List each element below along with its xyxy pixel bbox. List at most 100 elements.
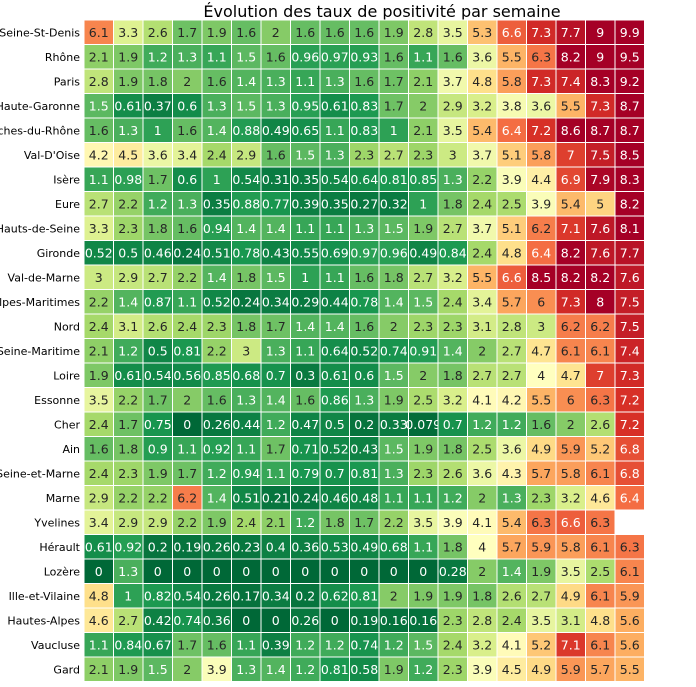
heatmap-cell xyxy=(201,264,232,290)
cell-value-label: 0.43 xyxy=(262,245,290,260)
cell-value-label: 1.3 xyxy=(325,147,345,162)
row-label: Vaucluse xyxy=(31,639,80,652)
cell-value-label: 1.9 xyxy=(118,49,138,64)
cell-value-label: 2.2 xyxy=(118,196,138,211)
cell-value-label: 1.7 xyxy=(148,172,168,187)
heatmap-cell xyxy=(614,534,645,560)
cell-value-label: 3 xyxy=(449,147,457,162)
cell-value-label: 1.2 xyxy=(148,196,168,211)
cell-value-label: 1.5 xyxy=(384,368,404,383)
cell-value-label: 2.7 xyxy=(148,270,168,285)
cell-value-label: 8.3 xyxy=(590,74,610,89)
heatmap-cell xyxy=(260,289,291,315)
cell-value-label: 1.6 xyxy=(89,441,109,456)
heatmap-cell xyxy=(290,240,321,266)
cell-value-label: 0.36 xyxy=(291,539,319,554)
heatmap-cell xyxy=(614,485,645,511)
cell-value-label: 6.1 xyxy=(590,539,610,554)
cell-value-label: 0.39 xyxy=(291,196,319,211)
cell-value-label: 2 xyxy=(183,74,191,89)
row-label: Hautes-Alpes xyxy=(7,614,80,627)
heatmap-cell xyxy=(408,509,439,535)
heatmap-cell xyxy=(290,656,321,682)
cell-value-label: 1.2 xyxy=(295,662,315,677)
cell-value-label: 0.6 xyxy=(354,368,374,383)
heatmap-cell xyxy=(172,44,203,70)
heatmap-cell xyxy=(526,93,557,119)
cell-value-label: 4.3 xyxy=(502,466,522,481)
cell-value-label: 8.6 xyxy=(561,123,581,138)
row-label: Yvelines xyxy=(33,516,80,529)
cell-value-label: 1.5 xyxy=(236,98,256,113)
cell-value-label: 9 xyxy=(596,49,604,64)
cell-value-label: 0.17 xyxy=(232,588,260,603)
cell-value-label: 0.64 xyxy=(321,343,349,358)
heatmap-cell xyxy=(113,509,144,535)
cell-value-label: 6.4 xyxy=(620,490,640,505)
cell-value-label: 1.6 xyxy=(207,392,227,407)
cell-value-label: 5.1 xyxy=(502,147,522,162)
heatmap-cell xyxy=(614,166,645,192)
cell-value-label: 0.97 xyxy=(350,245,378,260)
cell-value-label: 1.6 xyxy=(531,417,551,432)
cell-value-label: 1.6 xyxy=(325,25,345,40)
cell-value-label: 6.1 xyxy=(590,588,610,603)
cell-value-label: 0.3 xyxy=(295,368,315,383)
cell-value-label: 6.9 xyxy=(561,172,581,187)
row-label: Paris xyxy=(54,75,80,88)
cell-value-label: 4 xyxy=(478,539,486,554)
cell-value-label: 1.2 xyxy=(443,490,463,505)
heatmap-cell xyxy=(408,166,439,192)
cell-value-label: 0 xyxy=(154,564,162,579)
heatmap-cell xyxy=(437,387,468,413)
cell-value-label: 3.6 xyxy=(531,98,551,113)
cell-value-label: 0.85 xyxy=(203,368,231,383)
heatmap-cell xyxy=(585,68,616,94)
cell-value-label: 2.9 xyxy=(148,515,168,530)
heatmap-cell xyxy=(231,411,262,437)
heatmap-cell xyxy=(349,656,380,682)
cell-value-label: 4.9 xyxy=(561,588,581,603)
heatmap-cell xyxy=(614,93,645,119)
cell-value-label: 2 xyxy=(478,490,486,505)
heatmap-cell xyxy=(319,656,350,682)
heatmap-cell xyxy=(290,68,321,94)
cell-value-label: 4.5 xyxy=(502,662,522,677)
cell-value-label: 0.26 xyxy=(203,417,231,432)
cell-value-label: 3.2 xyxy=(443,270,463,285)
cell-value-label: 4.8 xyxy=(502,245,522,260)
cell-value-label: 2.9 xyxy=(118,515,138,530)
cell-value-label: 1.9 xyxy=(118,74,138,89)
row-label: Haute-Garonne xyxy=(0,100,80,113)
cell-value-label: 1.2 xyxy=(295,637,315,652)
cell-value-label: 0.94 xyxy=(232,466,260,481)
cell-value-label: 2.7 xyxy=(443,221,463,236)
heatmap-cell xyxy=(408,44,439,70)
cell-value-label: 0.23 xyxy=(232,539,260,554)
cell-value-label: 0 xyxy=(331,613,339,628)
cell-value-label: 6.3 xyxy=(531,515,551,530)
cell-value-label: 7.5 xyxy=(620,319,640,334)
heatmap-cell xyxy=(142,460,173,486)
heatmap-cell xyxy=(319,534,350,560)
cell-value-label: 1.4 xyxy=(118,294,138,309)
cell-value-label: 2.7 xyxy=(502,343,522,358)
cell-value-label: 3.2 xyxy=(472,98,492,113)
cell-value-label: 0.52 xyxy=(203,294,231,309)
cell-value-label: 4.7 xyxy=(531,343,551,358)
heatmap-cell xyxy=(83,509,114,535)
cell-value-label: 1.3 xyxy=(384,466,404,481)
cell-value-label: 1.2 xyxy=(295,515,315,530)
cell-value-label: 8.2 xyxy=(620,196,640,211)
heatmap-cell xyxy=(585,44,616,70)
cell-value-label: 0.2 xyxy=(354,417,374,432)
cell-value-label: 0.61 xyxy=(114,368,142,383)
cell-value-label: 1.4 xyxy=(502,564,522,579)
heatmap-cell xyxy=(319,338,350,364)
heatmap-cell xyxy=(408,411,439,437)
cell-value-label: 2.4 xyxy=(89,319,109,334)
cell-value-label: 0.39 xyxy=(262,637,290,652)
heatmap-cell xyxy=(614,632,645,658)
cell-value-label: 0.97 xyxy=(321,49,349,64)
heatmap-cell xyxy=(378,607,409,633)
